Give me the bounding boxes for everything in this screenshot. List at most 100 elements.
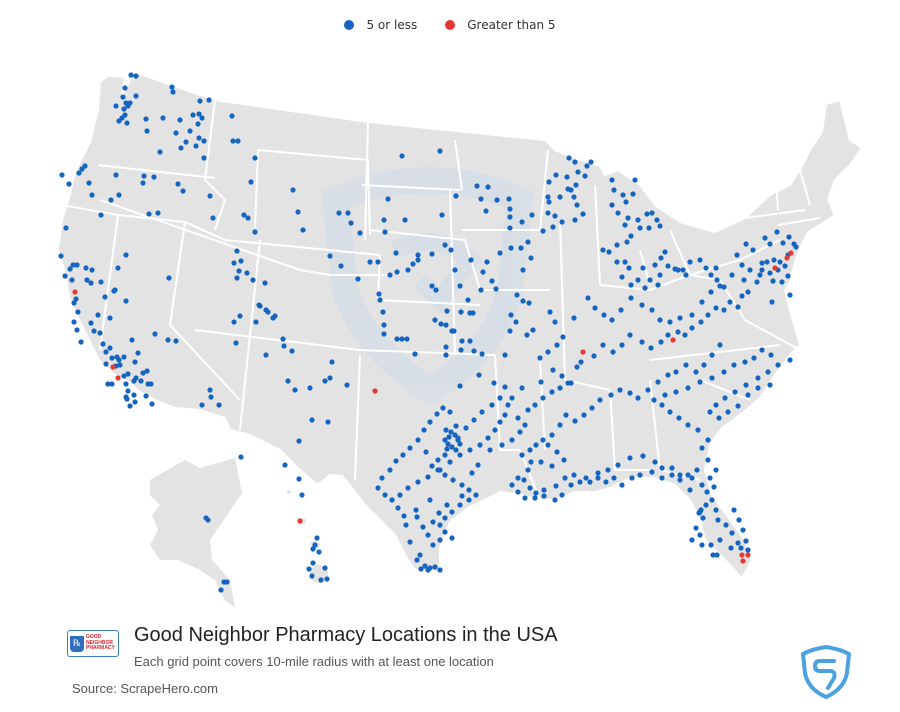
location-dot (743, 382, 749, 388)
location-dot (175, 181, 181, 187)
location-dot (680, 267, 686, 273)
location-dot (415, 252, 421, 258)
location-dot (665, 263, 671, 269)
red-dot-icon (445, 20, 456, 30)
location-dot (693, 525, 699, 531)
location-dot (399, 336, 405, 342)
location-dot (611, 187, 617, 193)
location-dot (469, 470, 475, 476)
location-dot (617, 387, 623, 393)
location-dot (463, 425, 469, 431)
location-dot (507, 214, 513, 220)
location-dot (475, 462, 481, 468)
location-dot (427, 419, 433, 425)
location-dot (491, 380, 497, 386)
location-dot (563, 412, 569, 418)
location-dot (88, 280, 94, 286)
location-dot (443, 427, 449, 433)
location-dot (468, 257, 474, 263)
map-subtitle: Each grid point covers 10-mile radius wi… (134, 654, 494, 669)
location-dot (614, 242, 620, 248)
location-dot (699, 482, 705, 488)
location-dot (453, 193, 459, 199)
location-dot (559, 219, 565, 225)
contiguous-usa-landmass (56, 70, 864, 580)
location-dot (487, 447, 493, 453)
location-dot (414, 514, 420, 520)
location-dot (465, 297, 471, 303)
location-dot (115, 375, 121, 381)
location-dot (160, 115, 166, 121)
location-dot (759, 260, 765, 266)
location-dot (70, 262, 76, 268)
location-dot (429, 251, 435, 257)
alaska-landmass (150, 458, 242, 608)
location-dots-greater-than-five (72, 250, 794, 564)
location-dot (669, 472, 675, 478)
location-dot (75, 309, 81, 315)
location-dot (785, 273, 791, 279)
location-dot (699, 445, 705, 451)
location-dot (435, 457, 441, 463)
location-dot (546, 179, 552, 185)
location-dot (786, 234, 792, 240)
location-dot (628, 233, 634, 239)
location-dot (109, 381, 115, 387)
location-dot (779, 279, 785, 285)
location-dot (610, 349, 616, 355)
location-dot (520, 267, 526, 273)
location-dot (723, 522, 729, 528)
location-dot (547, 309, 553, 315)
location-dot (372, 388, 378, 394)
location-dot (642, 285, 648, 291)
location-dot (732, 389, 738, 395)
location-dot (492, 427, 498, 433)
location-dot (549, 432, 555, 438)
location-dot (253, 319, 259, 325)
location-dot (69, 277, 75, 283)
logo-text: GOOD NEIGHBOR PHARMACY (86, 634, 115, 652)
location-dot (88, 320, 94, 326)
location-dot (84, 277, 90, 283)
location-dot (767, 382, 773, 388)
location-dot (609, 202, 615, 208)
location-dot (715, 517, 721, 523)
location-dot (449, 444, 455, 450)
location-dot (78, 339, 84, 345)
location-dot (777, 259, 783, 265)
location-dot (307, 385, 313, 391)
location-dot (619, 274, 625, 280)
location-dot (459, 482, 465, 488)
location-dot (435, 467, 441, 473)
location-dot (89, 192, 95, 198)
location-dot (509, 395, 515, 401)
location-dot (207, 193, 213, 199)
location-dot (447, 459, 453, 465)
location-dot (345, 210, 351, 216)
location-dot (695, 427, 701, 433)
location-dot (658, 255, 664, 261)
location-dot (635, 277, 641, 283)
location-dot (149, 401, 155, 407)
location-dot (329, 359, 335, 365)
location-dot (201, 138, 207, 144)
location-dot (574, 202, 580, 208)
location-dot (83, 265, 89, 271)
location-dot (595, 475, 601, 481)
location-dot (649, 210, 655, 216)
location-dot (689, 475, 695, 481)
location-dot (762, 235, 768, 241)
location-dot (423, 449, 429, 455)
location-dot (285, 378, 291, 384)
location-dot (165, 337, 171, 343)
location-dot (513, 319, 519, 325)
location-dot (393, 458, 399, 464)
location-dot (457, 383, 463, 389)
location-dot (105, 381, 111, 387)
location-dot (648, 345, 654, 351)
location-dot (467, 338, 473, 344)
location-dot (682, 332, 688, 338)
location-dot (177, 117, 183, 123)
mortar-pestle-icon: ℞ (70, 635, 84, 652)
location-dot (735, 540, 741, 546)
